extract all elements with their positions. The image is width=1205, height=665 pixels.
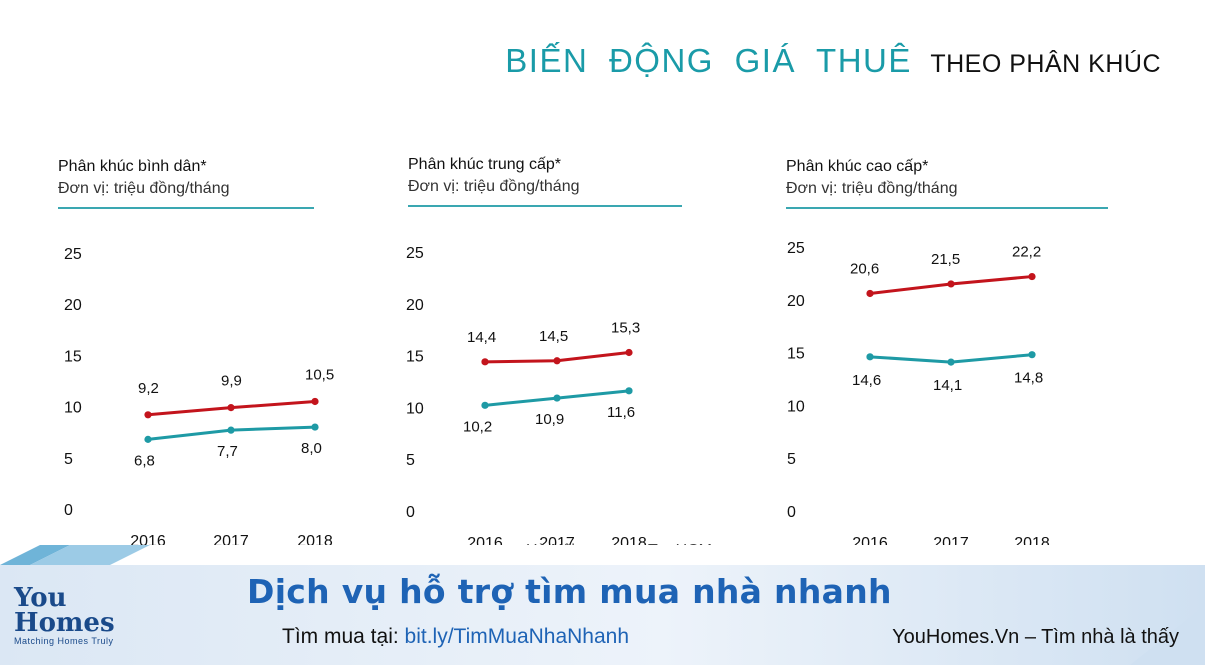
data-label: 14,1 [933, 377, 962, 394]
data-label: 14,6 [852, 372, 881, 389]
data-label: 11,6 [607, 404, 635, 421]
data-point [625, 387, 633, 395]
y-tick-label: 5 [406, 452, 415, 469]
panel-title-high: Phân khúc cao cấp* [786, 158, 929, 175]
data-point [625, 348, 633, 357]
data-label: 6,8 [134, 452, 155, 469]
x-tick-label: 2018 [611, 535, 647, 545]
y-tick-label: 5 [787, 451, 796, 468]
y-tick-label: 15 [406, 349, 424, 366]
x-tick-label: 2017 [213, 533, 249, 545]
data-point [144, 435, 152, 443]
data-point [947, 358, 955, 366]
data-point [1028, 272, 1036, 281]
y-tick-label: 20 [64, 297, 82, 314]
data-label: 7,7 [217, 443, 238, 460]
x-tick-label: 2016 [852, 535, 888, 545]
data-label: 15,3 [611, 319, 640, 336]
y-tick-label: 0 [64, 502, 73, 519]
data-point [227, 426, 235, 434]
youhomes-logo: You Homes Matching Homes Truly [14, 583, 115, 646]
panel-title-mid: Phân khúc trung cấp* [408, 156, 561, 173]
y-tick-label: 10 [64, 400, 82, 417]
find-link[interactable]: bit.ly/TimMuaNhaNhanh [404, 625, 630, 648]
site-tagline: YouHomes.Vn – Tìm nhà là thấy [892, 626, 1179, 648]
data-point [227, 404, 235, 412]
x-tick-label: 2018 [1014, 535, 1050, 545]
panel-title-budget: Phân khúc bình dân* [58, 158, 207, 175]
y-tick-label: 25 [406, 245, 424, 262]
data-label: 9,2 [138, 380, 159, 397]
panel-divider [786, 207, 1108, 209]
data-label: 22,2 [1012, 244, 1041, 261]
find-label: Tìm mua tại: [282, 625, 399, 648]
data-point [311, 397, 319, 406]
y-tick-label: 20 [406, 297, 424, 314]
line-charts: 0 5 10 15 20 25 2016 2017 2018 9,2 9,9 10,5 6,8 7,7 8,… [64, 240, 1050, 545]
data-label: 20,6 [850, 260, 879, 277]
y-tick-label: 20 [787, 293, 805, 310]
y-tick-label: 15 [64, 348, 82, 365]
page-title: BIẾN ĐỘNG GIÁ THUÊ THEO PHÂN KHÚC [505, 42, 1161, 80]
title-main: BIẾN ĐỘNG GIÁ THUÊ [505, 42, 912, 79]
data-point [1028, 351, 1036, 359]
data-point [553, 394, 561, 402]
data-label: 10,2 [463, 418, 492, 435]
y-tick-label: 10 [787, 398, 805, 415]
logo-line-1: You [14, 583, 67, 613]
find-line: Tìm mua tại: bit.ly/TimMuaNhaNhanh [282, 625, 629, 649]
x-tick-label: 2016 [467, 535, 503, 545]
legend-hanoi: Hà Nội [526, 542, 575, 545]
title-sub: THEO PHÂN KHÚC [930, 50, 1161, 78]
x-tick-label: 2017 [539, 535, 575, 545]
data-point [311, 423, 319, 431]
panel-header-mid: Phân khúc trung cấp* Đơn vị: triệu đồng/… [408, 156, 682, 207]
x-tick-label: 2018 [297, 533, 333, 545]
x-tick-label: 2016 [130, 533, 166, 545]
panel-divider [58, 207, 314, 209]
data-label: 10,9 [535, 411, 564, 428]
promo-text: Dịch vụ hỗ trợ tìm mua nhà nhanh [247, 572, 892, 611]
panel-divider [408, 205, 682, 207]
data-label: 14,8 [1014, 370, 1043, 387]
y-tick-label: 15 [787, 346, 805, 363]
data-point [481, 401, 489, 409]
data-label: 21,5 [931, 251, 960, 268]
data-label: 10,5 [305, 366, 334, 383]
data-point [553, 357, 561, 365]
y-tick-label: 25 [64, 246, 82, 263]
data-label: 14,4 [467, 329, 496, 346]
data-point [866, 289, 874, 298]
panel-unit-high: Đơn vị: triệu đồng/tháng [786, 180, 958, 197]
footer-background [0, 545, 1205, 665]
logo-line-2: Homes [14, 608, 115, 638]
y-tick-label: 5 [64, 451, 73, 468]
y-tick-label: 10 [406, 400, 424, 417]
panel-unit-mid: Đơn vị: triệu đồng/tháng [408, 178, 580, 195]
data-label: 14,5 [539, 328, 568, 345]
panel-unit-budget: Đơn vị: triệu đồng/tháng [58, 180, 230, 197]
x-tick-label: 2017 [933, 535, 969, 545]
data-point [144, 411, 152, 419]
y-tick-label: 0 [787, 504, 796, 521]
data-point [481, 358, 489, 366]
data-point [947, 280, 955, 288]
panel-header-budget: Phân khúc bình dân* Đơn vị: triệu đồng/t… [58, 158, 314, 209]
y-tick-label: 0 [406, 504, 415, 521]
data-point [866, 353, 874, 361]
legend-hcm: Tp. HCM [648, 542, 712, 545]
logo-tagline: Matching Homes Truly [14, 636, 114, 646]
panel-header-high: Phân khúc cao cấp* Đơn vị: triệu đồng/th… [786, 158, 1108, 209]
data-label: 8,0 [301, 440, 322, 457]
data-label: 9,9 [221, 373, 242, 390]
y-tick-label: 25 [787, 240, 805, 257]
